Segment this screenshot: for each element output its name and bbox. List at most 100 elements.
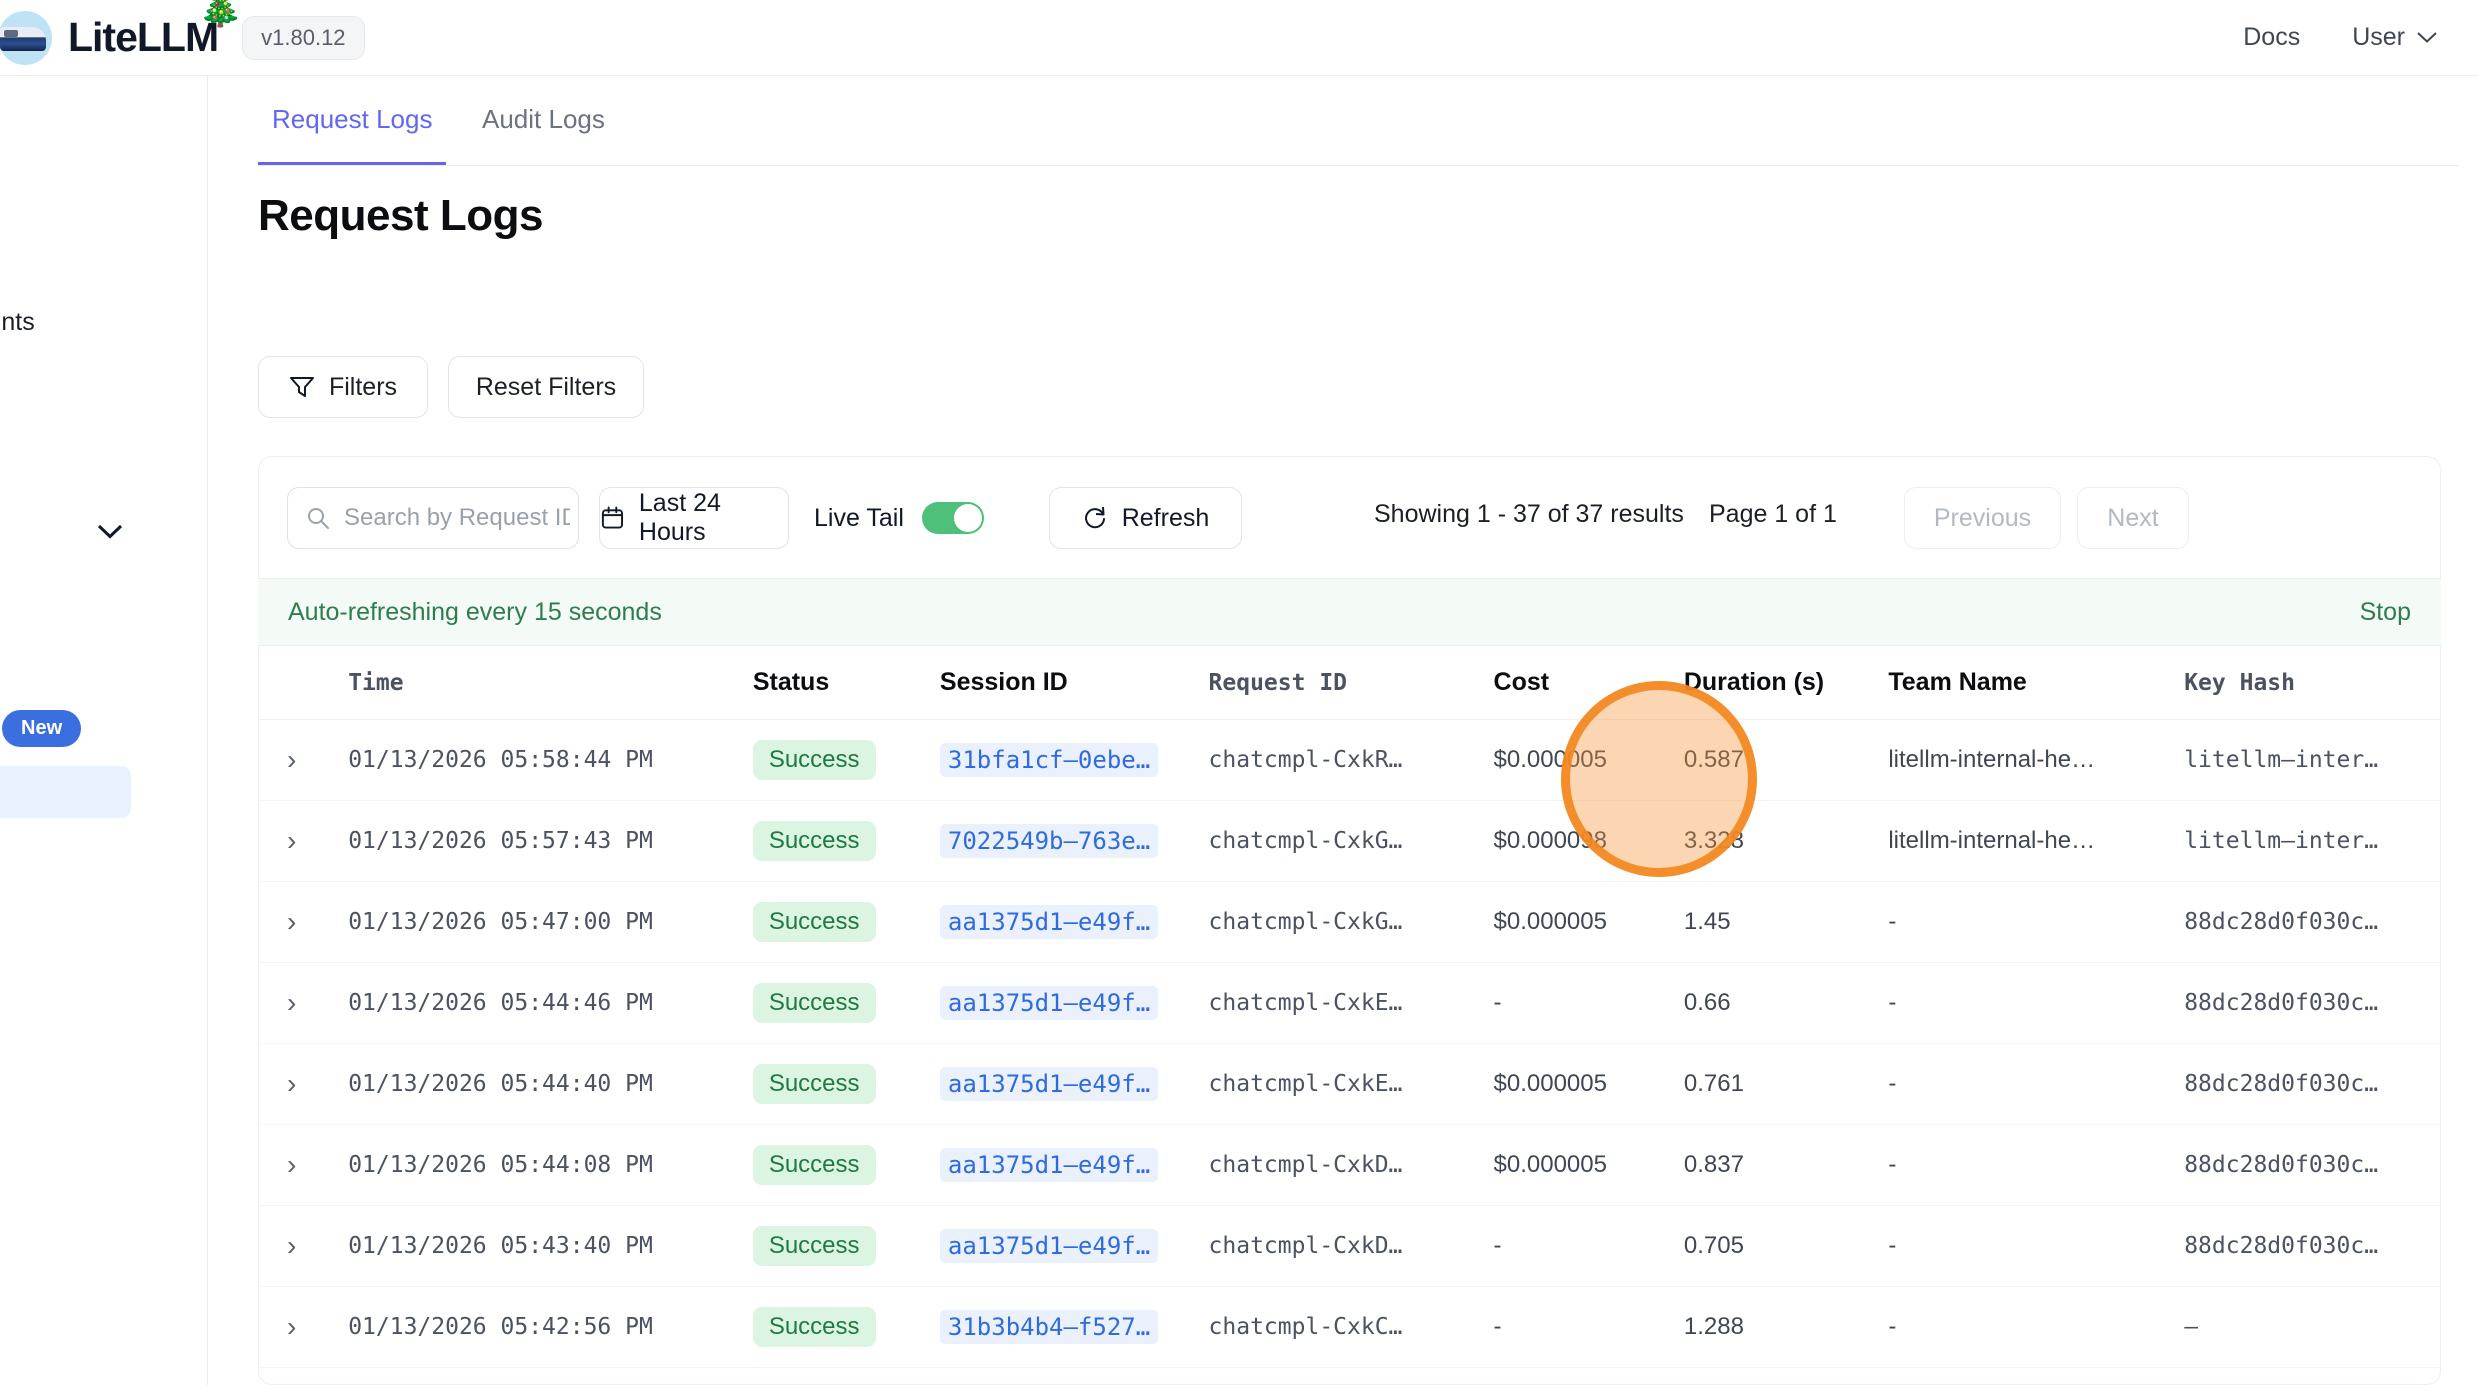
row-expander[interactable]: ›	[259, 881, 349, 963]
column-header: Cost	[1493, 646, 1684, 720]
sidebar-item[interactable]: erence	[0, 1170, 208, 1222]
hash-cell: 88dc28d0f030c…	[2184, 1043, 2440, 1125]
status-badge: Success	[752, 1307, 876, 1347]
chevron-right-icon[interactable]: ›	[287, 825, 297, 856]
request-logs-table-container[interactable]: Time Status Session ID Request ID Cost Durati…	[258, 646, 2441, 1385]
chevron-right-icon[interactable]: ›	[287, 1311, 297, 1342]
cost-cell: -	[1493, 962, 1684, 1044]
cost-cell: $0.000005	[1493, 1124, 1684, 1206]
row-expander[interactable]: ›	[259, 1286, 349, 1368]
sidebar-item[interactable]: rvers	[0, 424, 208, 476]
train-logo-icon	[0, 10, 52, 65]
row-expander[interactable]: ›	[259, 1124, 349, 1206]
request-cell: chatcmpl-CxkG…	[1208, 800, 1494, 882]
chevron-right-icon[interactable]: ›	[287, 744, 297, 775]
column-header: Key Hash	[2184, 646, 2440, 720]
search-input[interactable]	[342, 503, 572, 533]
table-row[interactable]: › 01/13/2026 05:42:56 PM Success 31b3b4b4–f…	[259, 1286, 2440, 1368]
search-box[interactable]	[287, 487, 579, 549]
next-page-button[interactable]: Next	[2077, 487, 2189, 549]
time-cell: 01/13/2026 05:44:46 PM	[348, 962, 753, 1044]
sidebar-item[interactable]: Users	[0, 834, 208, 886]
hash-cell: 88dc28d0f030c…	[2184, 1205, 2440, 1287]
row-expander[interactable]: ›	[259, 962, 349, 1044]
stop-auto-refresh-link[interactable]: Stop	[2359, 597, 2411, 626]
status-badge: Success	[752, 1145, 876, 1185]
chevron-right-icon[interactable]: ›	[287, 1230, 297, 1261]
sidebar-item[interactable]: und	[0, 236, 208, 288]
cost-cell: -	[1493, 1367, 1684, 1384]
sidebar-active-item[interactable]	[0, 766, 131, 818]
time-cell: 01/13/2026 05:44:40 PM	[348, 1043, 753, 1125]
row-expander[interactable]: ›	[259, 1043, 349, 1125]
live-tail-label: Live Tail	[814, 503, 904, 532]
chevron-right-icon[interactable]: ›	[287, 987, 297, 1018]
sidebar-item[interactable]: + Endpoints	[0, 296, 208, 348]
search-icon	[308, 508, 329, 529]
sidebar: Keysund+ EndpointsrversilsUsersationsser…	[0, 76, 208, 1385]
session-id-link[interactable]: aa1375d1–e49f…	[939, 905, 1159, 939]
duration-cell: 0.66	[1683, 962, 1889, 1044]
tabs-divider	[258, 165, 2458, 166]
chevron-right-icon[interactable]: ›	[287, 1149, 297, 1180]
session-id-link[interactable]: 31b3b4b4–f527…	[939, 1310, 1159, 1344]
table-row[interactable]: ›01/13/2026 05:42:21 PMSuccessaa1375d1–e…	[259, 1367, 2440, 1384]
team-cell: -	[1888, 1367, 2185, 1384]
sidebar-chevron-down-icon[interactable]	[97, 524, 123, 539]
team-cell: -	[1888, 1286, 2185, 1368]
time-cell: 01/13/2026 05:44:08 PM	[348, 1124, 753, 1206]
tree-icon: 🎄	[198, 0, 243, 28]
sidebar-item[interactable]: s	[0, 1014, 208, 1066]
row-expander[interactable]: ›	[259, 1367, 349, 1384]
team-cell: -	[1888, 1205, 2185, 1287]
chevron-right-icon[interactable]: ›	[287, 906, 297, 937]
table-row[interactable]: › 01/13/2026 05:57:43 PM Success 7022549b–7…	[259, 800, 2440, 882]
table-header-row: Time Status Session ID Request ID Cost Durati…	[259, 646, 2440, 720]
tab-audit-logs[interactable]: Audit Logs	[482, 104, 605, 134]
table-row[interactable]: › 01/13/2026 05:43:40 PM Success aa1375d1–e…	[259, 1205, 2440, 1287]
tab-request-logs[interactable]: Request Logs	[258, 104, 447, 166]
brand[interactable]: LiteLLM v1.80.12	[0, 10, 365, 65]
row-expander[interactable]: ›	[259, 719, 349, 801]
table-row[interactable]: › 01/13/2026 05:44:46 PM Success aa1375d1–e…	[259, 962, 2440, 1044]
live-tail-toggle[interactable]	[921, 502, 984, 534]
status-badge: Success	[752, 1064, 876, 1104]
request-cell: chatcmpl-CxkD…	[1208, 1124, 1494, 1206]
session-id-link[interactable]: 7022549b–763e…	[939, 824, 1159, 858]
status-badge-cell: Success	[752, 1367, 940, 1384]
status-badge-cell: Success	[752, 1286, 940, 1368]
session-id-link[interactable]: aa1375d1–e49f…	[939, 1229, 1159, 1263]
session-id-link[interactable]: aa1375d1–e49f…	[939, 986, 1159, 1020]
row-expander[interactable]: ›	[259, 800, 349, 882]
date-range-button[interactable]: Last 24 Hours	[599, 487, 789, 549]
status-badge-cell: Success	[752, 719, 940, 801]
session-id-link[interactable]: aa1375d1–e49f…	[939, 1148, 1159, 1182]
request-cell: chatcmpl-CxkE…	[1208, 962, 1494, 1044]
sidebar-item[interactable]: ations	[0, 954, 208, 1006]
session-id-link[interactable]: 31bfa1cf–0ebe…	[939, 743, 1159, 777]
session-id-cell: aa1375d1–e49f…	[939, 881, 1209, 963]
sidebar-item[interactable]: Keys	[0, 176, 208, 228]
hash-cell: 88dc28d0f030c…	[2184, 962, 2440, 1044]
filters-button[interactable]: Filters	[258, 356, 428, 418]
user-menu[interactable]: User	[2352, 23, 2437, 52]
hash-cell: 88dc28d0f030c…	[2184, 1367, 2440, 1384]
team-cell: -	[1888, 1124, 2185, 1206]
top-bar: LiteLLM v1.80.12 🎄 Docs User	[0, 0, 2477, 76]
table-row[interactable]: › 01/13/2026 05:47:00 PM Success aa1375d1–e…	[259, 881, 2440, 963]
hash-cell: litellm–inter…	[2184, 800, 2440, 882]
cost-cell: -	[1493, 1205, 1684, 1287]
page-indicator: Page 1 of 1	[1709, 500, 1837, 528]
table-row[interactable]: › 01/13/2026 05:44:40 PM Success aa1375d1–e…	[259, 1043, 2440, 1125]
chevron-right-icon[interactable]: ›	[287, 1068, 297, 1099]
table-row[interactable]: › 01/13/2026 05:58:44 PM Success 31bfa1cf–0…	[259, 719, 2440, 801]
results-count: Showing 1 - 37 of 37 results	[1374, 500, 1684, 528]
table-row[interactable]: › 01/13/2026 05:44:08 PM Success aa1375d1–e…	[259, 1124, 2440, 1206]
docs-link[interactable]: Docs	[2243, 23, 2301, 51]
refresh-button[interactable]: Refresh	[1049, 487, 1242, 549]
reset-filters-button[interactable]: Reset Filters	[448, 356, 644, 418]
session-id-link[interactable]: aa1375d1–e49f…	[939, 1067, 1159, 1101]
row-expander[interactable]: ›	[259, 1205, 349, 1287]
previous-page-button[interactable]: Previous	[1904, 487, 2061, 549]
hash-cell: 88dc28d0f030c…	[2184, 1124, 2440, 1206]
